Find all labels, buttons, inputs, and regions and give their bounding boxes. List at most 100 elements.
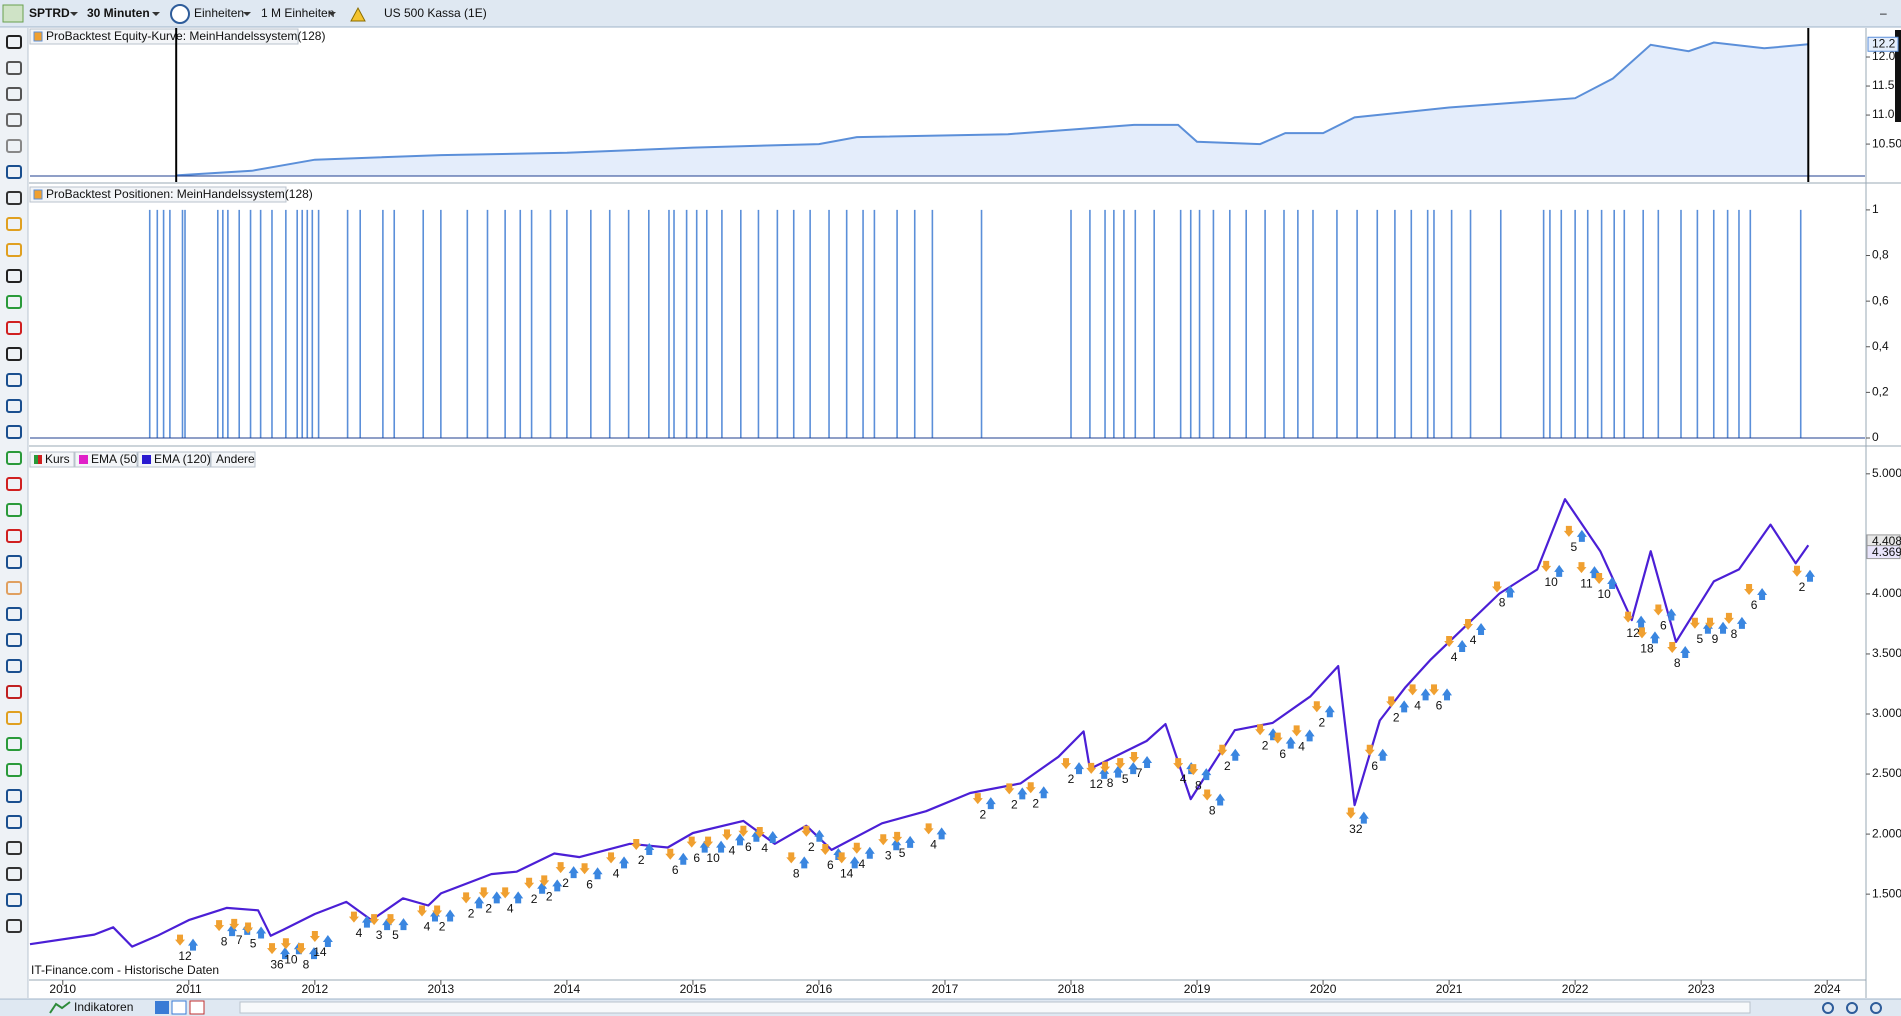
exit-arrow	[972, 793, 983, 805]
dropdown-arrow[interactable]	[70, 12, 78, 16]
tool-button[interactable]	[6, 477, 22, 491]
entry-arrow	[1718, 621, 1729, 634]
tool-button[interactable]	[6, 451, 22, 465]
entry-arrow	[1457, 639, 1468, 652]
exit-arrow	[878, 834, 889, 846]
window-button[interactable]	[171, 1000, 187, 1015]
units-count[interactable]: 1 M Einheiten	[261, 6, 334, 20]
share-button[interactable]	[155, 1001, 169, 1014]
entry-arrow	[1804, 569, 1815, 582]
exit-arrow	[836, 852, 847, 864]
title-box[interactable]	[29, 186, 287, 203]
exit-arrow	[1173, 758, 1184, 770]
y-tick-label: 0,6	[1872, 293, 1889, 307]
tool-button[interactable]	[6, 191, 22, 205]
tool-button[interactable]	[6, 607, 22, 621]
x-tick-label: 2022	[1562, 982, 1589, 996]
trade-marker	[1563, 525, 1587, 542]
trade-marker	[1272, 732, 1296, 749]
units[interactable]: Einheiten	[194, 6, 244, 20]
tool-button[interactable]	[6, 685, 22, 699]
tool-button[interactable]	[6, 113, 22, 127]
timeframe[interactable]: 30 Minuten	[87, 6, 150, 20]
entry-arrow	[1636, 615, 1647, 628]
window-minimize[interactable]: –	[1880, 6, 1887, 20]
last-price-label: 4.408	[1872, 534, 1901, 548]
dropdown-arrow[interactable]	[152, 12, 160, 16]
legend-item[interactable]	[137, 451, 211, 468]
indicator-icon[interactable]	[49, 1001, 71, 1014]
trade-marker	[836, 852, 860, 869]
tool-button[interactable]	[6, 373, 22, 387]
trade-marker	[1429, 684, 1453, 701]
tool-button[interactable]	[6, 399, 22, 413]
exit-arrow	[1689, 617, 1700, 629]
tool-button[interactable]	[6, 737, 22, 751]
tool-button[interactable]	[6, 763, 22, 777]
tool-button[interactable]	[6, 347, 22, 361]
tool-button[interactable]	[6, 243, 22, 257]
tool-button[interactable]	[6, 711, 22, 725]
tool-button[interactable]	[6, 581, 22, 595]
entry-arrow	[1215, 793, 1226, 806]
trade-marker	[1345, 807, 1369, 824]
tool-button[interactable]	[6, 633, 22, 647]
tool-button[interactable]	[6, 165, 22, 179]
tool-button[interactable]	[6, 295, 22, 309]
y-tick-label: 10.50	[1872, 136, 1901, 150]
entry-arrow	[1304, 729, 1315, 742]
dropdown-arrow[interactable]	[243, 12, 251, 16]
zoom-out-button[interactable]	[1846, 1002, 1858, 1014]
tool-button[interactable]	[6, 425, 22, 439]
tool-button[interactable]	[6, 893, 22, 907]
tool-button[interactable]	[6, 321, 22, 335]
exit-arrow	[892, 831, 903, 843]
exit-arrow	[267, 943, 278, 955]
trade-marker	[555, 862, 579, 879]
tool-button[interactable]	[6, 529, 22, 543]
zoom-button[interactable]	[1822, 1002, 1834, 1014]
trade-marker	[1364, 744, 1388, 761]
tool-button[interactable]	[6, 919, 22, 933]
tool-button[interactable]	[6, 61, 22, 75]
tool-button[interactable]	[6, 789, 22, 803]
tool-button[interactable]	[6, 867, 22, 881]
dropdown-arrow[interactable]	[328, 12, 336, 16]
tool-button[interactable]	[6, 555, 22, 569]
title-box[interactable]	[29, 28, 299, 45]
positions-title: ProBacktest Positionen: MeinHandelssyste…	[46, 187, 313, 201]
last-price-box	[1866, 545, 1901, 560]
exit-arrow	[309, 931, 320, 943]
entry-arrow	[891, 838, 902, 851]
trade-marker	[478, 887, 502, 904]
tool-button[interactable]	[6, 269, 22, 283]
tool-button[interactable]	[6, 87, 22, 101]
tool-button[interactable]	[6, 139, 22, 153]
scrollbar[interactable]	[239, 1001, 1751, 1014]
legend-item[interactable]	[210, 451, 256, 468]
tool-button[interactable]	[6, 841, 22, 855]
trade-count: 2	[546, 890, 553, 904]
trade-marker	[721, 829, 745, 846]
zoom-in-button[interactable]	[1870, 1002, 1882, 1014]
tool-button[interactable]	[6, 503, 22, 517]
entry-arrow	[1324, 705, 1335, 718]
tool-button[interactable]	[6, 815, 22, 829]
warning-icon[interactable]	[350, 6, 366, 22]
trade-marker	[1463, 619, 1487, 636]
trade-count: 6	[1660, 619, 1667, 633]
clock-icon[interactable]	[170, 4, 190, 24]
tool-button[interactable]	[6, 35, 22, 49]
table-button[interactable]	[189, 1000, 205, 1015]
chart-type-icon[interactable]	[2, 4, 24, 23]
price-legend: Kurs EMA (50) EMA (120) Andere	[29, 451, 256, 468]
tool-button[interactable]	[6, 659, 22, 673]
indicators-button[interactable]: Indikatoren	[74, 1000, 133, 1014]
trade-marker	[500, 887, 524, 904]
trade-count: 8	[303, 957, 310, 971]
symbol[interactable]: SPTRD	[29, 6, 70, 20]
trade-marker	[214, 920, 238, 937]
legend-item[interactable]	[74, 451, 138, 468]
trade-count: 6	[672, 863, 679, 877]
tool-button[interactable]	[6, 217, 22, 231]
